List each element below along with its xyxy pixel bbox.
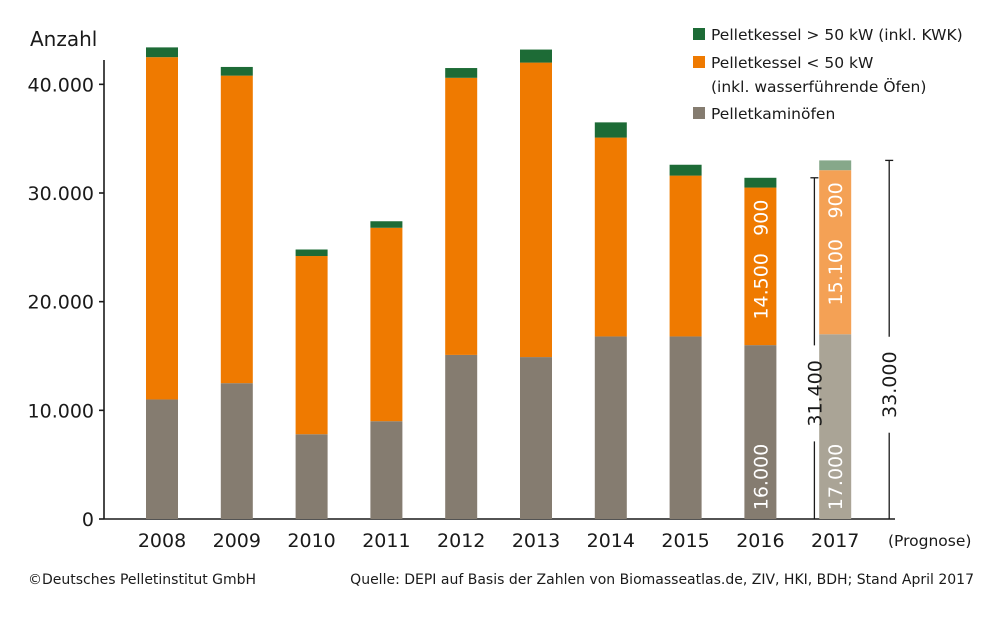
- legend-swatch-kessel-gt50: [693, 28, 705, 40]
- bar-segment-kessel-lt50: [146, 57, 178, 400]
- x-tick-label: 2015: [661, 530, 709, 552]
- bar-segment-kessel-gt50: [220, 66, 253, 76]
- bar-value-label-kessel-gt50: 900: [825, 182, 847, 218]
- forecast-note: (Prognose): [888, 532, 971, 550]
- y-axis-title: Anzahl: [30, 27, 97, 51]
- x-tick-label: 2016: [736, 530, 784, 552]
- x-tick-group: 2008 2009 2010 2011 2012 2013 2014 2015 2016 2017: [138, 530, 860, 552]
- bar-segment-kaminoefen: [669, 336, 702, 519]
- x-tick-label: 2017: [811, 530, 859, 552]
- bar-value-label-kaminoefen: 17.000: [825, 444, 847, 510]
- y-tick-label: 40.000: [28, 74, 94, 96]
- y-tick-label: 10.000: [28, 400, 94, 422]
- bar-value-label-kessel-lt50: 14.500: [750, 253, 772, 319]
- bar-segment-kessel-gt50: [819, 160, 852, 171]
- bar-segment-kessel-lt50: [445, 77, 478, 355]
- bar-segment-kaminoefen: [819, 334, 852, 519]
- copyright-note: ©Deutsches Pelletinstitut GmbH: [28, 572, 256, 588]
- bar-segment-kessel-gt50: [295, 249, 328, 257]
- bar-segment-kessel-gt50: [520, 49, 552, 63]
- x-tick-label: 2014: [587, 530, 635, 552]
- bar-value-label-group: 16.000 14.500 900 17.000 15.100 900: [750, 182, 847, 510]
- x-tick-label: 2011: [362, 530, 410, 552]
- legend: Pelletkessel > 50 kW (inkl. KWK) Pelletk…: [693, 26, 963, 123]
- bar-segment-kessel-gt50: [594, 122, 627, 138]
- bar-segment-kessel-lt50: [594, 137, 627, 337]
- bar-segment-kessel-lt50: [370, 227, 403, 422]
- total-annotation-group: 31.400 33.000: [804, 159, 901, 519]
- bar-group: [146, 47, 852, 519]
- bar-segment-kessel-lt50: [220, 75, 253, 384]
- bar-segment-kessel-lt50: [520, 62, 552, 358]
- bar-segment-kaminoefen: [220, 383, 253, 519]
- x-tick-label: 2013: [512, 530, 560, 552]
- x-tick-label: 2010: [287, 530, 335, 552]
- x-tick-label: 2012: [437, 530, 485, 552]
- x-tick-label: 2009: [213, 530, 261, 552]
- source-note: Quelle: DEPI auf Basis der Zahlen von Bi…: [350, 572, 974, 588]
- bar-segment-kessel-gt50: [445, 68, 478, 78]
- total-label: 33.000: [879, 351, 901, 417]
- bar-segment-kaminoefen: [744, 345, 777, 519]
- bar-segment-kaminoefen: [520, 357, 552, 519]
- bar-segment-kaminoefen: [445, 354, 478, 519]
- legend-label-kessel-lt50: Pelletkessel < 50 kW: [711, 54, 873, 72]
- bar-segment-kessel-gt50: [146, 47, 178, 58]
- legend-label-kessel-gt50: Pelletkessel > 50 kW (inkl. KWK): [711, 26, 963, 44]
- legend-label-kaminoefen: Pelletkaminöfen: [711, 105, 835, 123]
- bar-segment-kaminoefen: [594, 336, 627, 519]
- bar-value-label-kaminoefen: 16.000: [750, 444, 772, 510]
- bar-segment-kessel-gt50: [744, 177, 777, 188]
- legend-swatch-kaminoefen: [693, 107, 705, 119]
- legend-label-kessel-lt50-line2: (inkl. wasserführende Öfen): [711, 77, 926, 96]
- bar-segment-kessel-lt50: [669, 175, 702, 337]
- bar-segment-kessel-lt50: [819, 170, 852, 335]
- y-tick-group: 0 10.000 20.000 30.000 40.000: [28, 74, 104, 531]
- y-tick-label: 30.000: [28, 183, 94, 205]
- legend-swatch-kessel-lt50: [693, 56, 705, 68]
- y-tick-label: 20.000: [28, 292, 94, 314]
- bar-segment-kessel-gt50: [370, 221, 403, 228]
- bar-value-label-kessel-gt50: 900: [750, 200, 772, 236]
- bar-segment-kaminoefen: [146, 399, 178, 519]
- y-tick-label: 0: [82, 509, 94, 531]
- bar-value-label-kessel-lt50: 15.100: [825, 239, 847, 305]
- bar-segment-kaminoefen: [370, 421, 403, 519]
- x-tick-label: 2008: [138, 530, 186, 552]
- bar-segment-kaminoefen: [295, 434, 328, 519]
- bar-segment-kessel-lt50: [295, 256, 328, 435]
- bar-segment-kessel-gt50: [669, 164, 702, 176]
- total-label: 31.400: [804, 360, 826, 426]
- bar-segment-kessel-lt50: [744, 187, 777, 346]
